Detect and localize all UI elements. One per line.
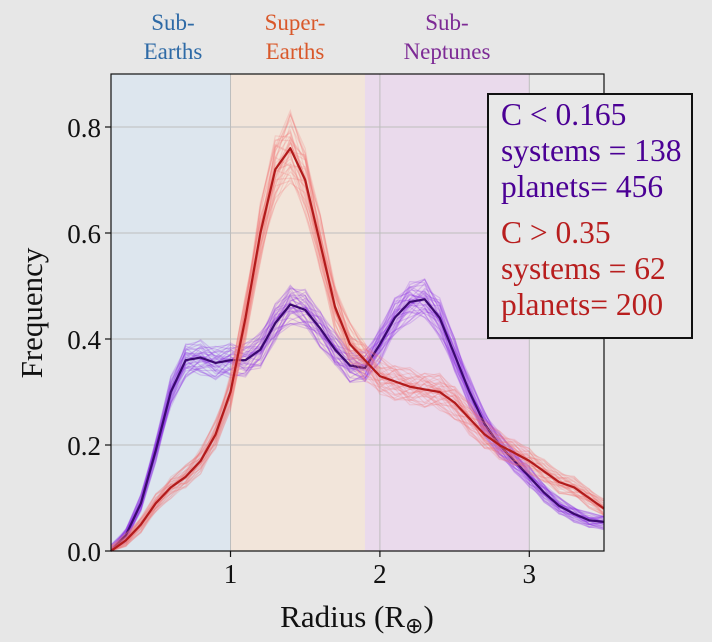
series-1-group <box>110 108 605 552</box>
series-0-realization-38 <box>110 279 605 551</box>
x-axis-label-close: ) <box>423 599 433 634</box>
series-1-realization-7 <box>110 137 605 552</box>
region-label-super-earths-bottom: Earths <box>265 39 325 64</box>
region-band-1 <box>230 74 365 551</box>
series-0-realization-33 <box>110 285 605 552</box>
series-1-realization-26 <box>110 112 605 551</box>
legend-systems-high: systems = 62 <box>501 251 666 286</box>
series-0-realization-8 <box>110 289 605 552</box>
series-0-mean-line <box>110 298 605 552</box>
series-0-realization-20 <box>110 289 605 550</box>
series-1-realization-11 <box>110 113 605 552</box>
series-0-realization-32 <box>110 282 605 552</box>
series-1-realization-20 <box>110 123 605 552</box>
series-1-realization-24 <box>110 161 605 552</box>
series-0-realization-34 <box>110 295 605 546</box>
series-0-realization-24 <box>110 286 605 552</box>
y-tick-label-2: 0.4 <box>67 325 101 355</box>
x-axis-label-text: Radius (R <box>280 599 405 634</box>
legend-planets-low: planets= 456 <box>501 169 664 204</box>
series-1-realization-13 <box>110 165 605 552</box>
series-0-realization-9 <box>110 288 605 552</box>
series-0-group <box>110 278 605 552</box>
region-label-super-earths-top: Super- <box>264 10 326 35</box>
series-0-realization-25 <box>110 302 605 546</box>
series-1-realization-33 <box>110 163 605 549</box>
series-1-realization-21 <box>110 132 605 552</box>
series-1-realization-2 <box>110 108 605 551</box>
y-tick-label-4: 0.8 <box>67 113 101 143</box>
region-label-sub-neptunes-bottom: Neptunes <box>403 39 491 64</box>
legend-criterion-high: C > 0.35 <box>501 215 611 250</box>
region-label-sub-neptunes: Sub- Neptunes <box>382 8 512 66</box>
x-tick-label-0: 1 <box>224 559 238 589</box>
series-0-realization-37 <box>110 285 605 552</box>
series-1-realization-9 <box>110 169 605 549</box>
y-tick-label-3: 0.6 <box>67 219 101 249</box>
legend-planets-high: planets= 200 <box>501 287 664 322</box>
series-1-realization-37 <box>110 180 605 552</box>
region-label-super-earths: Super- Earths <box>240 8 350 66</box>
series-0-realization-27 <box>110 291 605 552</box>
region-label-sub-earths-bottom: Earths <box>143 39 203 64</box>
series-1-realization-22 <box>110 157 605 552</box>
y-axis-label: Frequency <box>14 247 49 378</box>
series-1-realization-17 <box>110 118 605 548</box>
series-0-realization-5 <box>110 280 605 552</box>
series-1-realization-38 <box>110 147 605 552</box>
series-1-realization-32 <box>110 140 605 548</box>
legend-criterion-low: C < 0.165 <box>501 97 627 132</box>
series-0-realization-21 <box>110 306 605 552</box>
series-1-realization-5 <box>110 141 605 551</box>
series-1-realization-8 <box>110 128 605 547</box>
series-0-realization-11 <box>110 294 605 551</box>
series-1-mean-line <box>110 147 605 552</box>
series-0-realization-3 <box>110 294 605 552</box>
legend-systems-low: systems = 138 <box>501 133 682 168</box>
x-tick-label-2: 3 <box>523 559 537 589</box>
y-tick-label-0: 0.0 <box>67 537 101 567</box>
y-tick-label-1: 0.2 <box>67 431 101 461</box>
x-tick-label-1: 2 <box>373 559 387 589</box>
legend: C < 0.165 systems = 138 planets= 456 C >… <box>487 93 693 339</box>
x-axis-label: Radius (R⊕) <box>280 599 434 638</box>
region-label-sub-neptunes-top: Sub- <box>425 10 469 35</box>
series-0-realization-17 <box>110 294 605 552</box>
series-0-realization-0 <box>110 286 605 552</box>
series-1-realization-3 <box>110 144 605 549</box>
region-label-sub-earths-top: Sub- <box>151 10 195 35</box>
region-label-sub-earths: Sub- Earths <box>118 8 228 66</box>
series-0-realization-36 <box>110 297 605 552</box>
series-0-realization-22 <box>110 297 605 551</box>
series-1-realization-0 <box>110 177 605 552</box>
series-1-realization-16 <box>110 141 605 552</box>
earth-symbol: ⊕ <box>405 613 423 638</box>
region-band-0 <box>111 74 231 551</box>
